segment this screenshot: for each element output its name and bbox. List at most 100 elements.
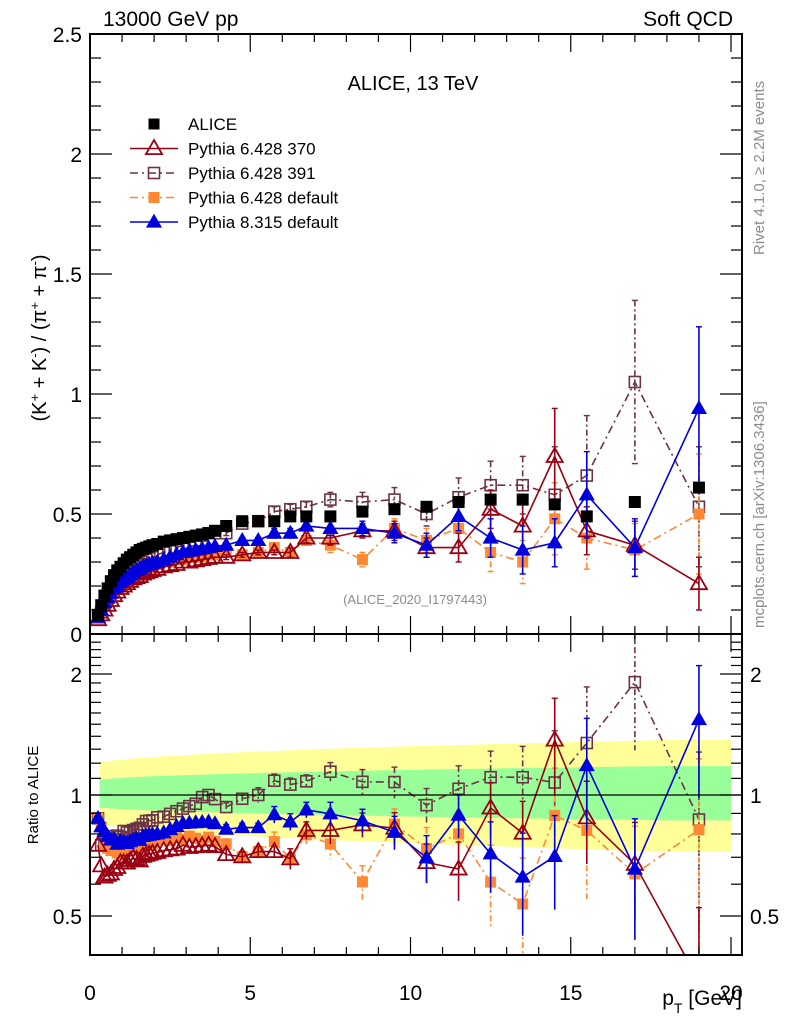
data-point (232, 544, 252, 562)
data-point (356, 554, 368, 566)
ratio-data-point (176, 802, 190, 815)
ratio-data-point (296, 820, 316, 837)
ratio-data-point (280, 848, 300, 866)
ratio-data-point (166, 838, 187, 856)
ratio-data-point (514, 868, 531, 883)
ratio-data-point (216, 844, 236, 862)
data-point (296, 527, 316, 545)
ratio-data-point (545, 729, 565, 747)
x-tick-label: 0 (84, 982, 96, 1005)
ratio-data-point (90, 835, 108, 852)
legend-entry: Pythia 6.428 370 (130, 138, 316, 159)
data-point (580, 510, 593, 523)
data-point (388, 503, 401, 516)
y-axis-label-main: (K+ + K-) / (π+ + π-) (27, 254, 52, 421)
ratio-data-point (170, 804, 183, 818)
ratio-data-point (448, 858, 469, 876)
side-text-mcplots: mcplots.cern.ch [arXiv:1306.3436] (751, 401, 768, 628)
ratio-data-point (139, 844, 159, 861)
data-point (236, 515, 249, 528)
analysis-label: (ALICE_2020_I1797443) (343, 592, 487, 607)
data-point (284, 510, 297, 523)
axes: 0 5 10 15 20 0 0.5 1 1.5 2 2.5 0.5 0.5 1 1 2 2 (53, 24, 779, 1005)
data-point (186, 550, 206, 568)
legend-entry: Pythia 8.315 default (130, 213, 339, 232)
ratio-data-point (356, 876, 368, 888)
legend-entry: ALICE (148, 115, 237, 134)
x-tick-label: 20 (719, 982, 742, 1005)
ratio-data-point (546, 847, 563, 862)
ratio-data-point (163, 807, 177, 821)
data-point (203, 549, 215, 561)
ratio-data-point (208, 792, 222, 806)
ratio-data-point (234, 819, 251, 834)
legend-marker (145, 213, 163, 228)
ratio-data-point (220, 838, 232, 850)
ratio-data-point (322, 805, 339, 820)
data-point (693, 508, 705, 520)
legend-entry: Pythia 6.428 default (130, 189, 339, 208)
data-point (268, 515, 281, 528)
ratio-data-point (218, 820, 235, 835)
legend-label: Pythia 6.428 391 (188, 164, 316, 183)
ratio-data-point (250, 819, 267, 834)
ratio-data-point (205, 836, 225, 854)
ratio-data-point (183, 799, 196, 813)
legend-label: Pythia 6.428 default (188, 189, 339, 208)
data-point (234, 532, 251, 546)
data-point (546, 534, 563, 549)
series-line (97, 380, 700, 618)
data-point (268, 542, 280, 554)
ratio-y-tick-label-right: 0.5 (750, 906, 779, 929)
ratio-y-tick-label-right: 1 (750, 785, 762, 808)
data-point (298, 517, 315, 532)
data-point (354, 520, 371, 534)
data-point (690, 400, 707, 414)
data-point (452, 496, 465, 508)
data-point (218, 536, 235, 551)
ratio-data-point (300, 775, 313, 788)
ratio-data-point (157, 810, 171, 823)
ratio-data-point (693, 824, 705, 836)
ratio-data-point (232, 846, 252, 864)
ratio-y-tick-label: 0.5 (53, 906, 82, 929)
ratio-data-point (209, 835, 221, 847)
data-point (92, 608, 105, 621)
ratio-data-point (196, 834, 208, 846)
ratio-data-point (628, 675, 642, 689)
data-point (324, 493, 337, 506)
ratio-data-point (450, 806, 467, 821)
ratio-data-point (264, 841, 284, 859)
ratio-data-point (219, 800, 233, 814)
ratio-data-point (324, 765, 337, 778)
data-point (266, 524, 283, 539)
data-point (420, 500, 433, 513)
ratio-data-point (356, 775, 369, 789)
ratio-data-point (481, 797, 501, 815)
data-point (628, 496, 641, 508)
ratio-data-point (420, 798, 433, 812)
ratio-data-point (284, 778, 297, 791)
data-point (386, 524, 403, 539)
header-left: 13000 GeV pp (103, 8, 238, 31)
series-layer (90, 299, 709, 987)
y-tick-label: 0 (70, 624, 82, 647)
data-point (205, 546, 225, 564)
y-tick-label: 0.5 (53, 504, 82, 527)
ratio-data-point (266, 806, 283, 821)
ratio-data-point (151, 811, 164, 824)
ratio-data-point (354, 812, 371, 827)
data-point (320, 527, 340, 545)
data-point (516, 493, 529, 506)
ratio-data-point (691, 973, 707, 987)
ratio-y-tick-label: 1 (70, 785, 82, 808)
data-point (548, 498, 561, 511)
ratio-y-tick-label: 2 (70, 664, 82, 687)
data-point (190, 551, 202, 563)
data-point (248, 542, 268, 559)
ratio-data-point (142, 843, 163, 860)
series-pythia-6-428-391 (91, 299, 706, 624)
data-point (280, 542, 300, 559)
series-alice (92, 481, 705, 621)
data-point (196, 551, 208, 563)
